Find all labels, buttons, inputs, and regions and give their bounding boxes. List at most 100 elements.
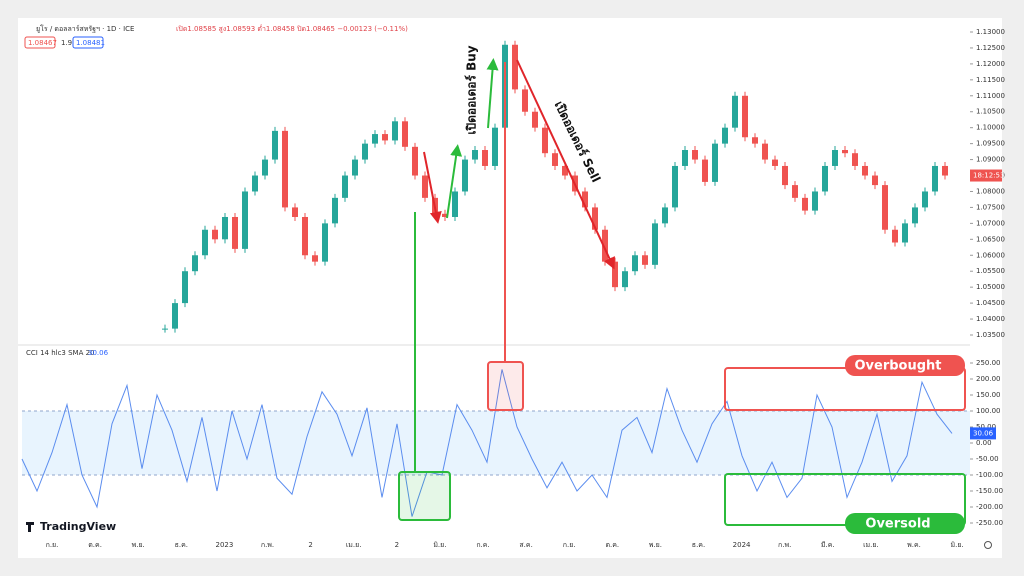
overbought-pill	[845, 355, 965, 376]
logo: TradingView	[40, 520, 116, 533]
x-tick-label: พ.ย.	[649, 541, 662, 549]
candle	[512, 44, 518, 90]
candle	[642, 255, 648, 265]
candle	[492, 127, 498, 166]
candle	[822, 165, 828, 192]
sell-price: 1.08467	[28, 39, 57, 47]
candle	[932, 165, 938, 192]
candle	[692, 150, 698, 160]
arrow	[486, 58, 499, 129]
settings-icon[interactable]	[984, 541, 992, 549]
candle	[922, 191, 928, 208]
chart-panel	[18, 18, 1002, 558]
y-tick-label: 1.03500	[976, 331, 1005, 339]
y-tick-label: 50.00	[976, 423, 996, 431]
sell-box[interactable]	[24, 36, 56, 49]
candle	[532, 111, 538, 128]
x-tick-label: 2023	[215, 541, 233, 549]
candle	[602, 229, 608, 262]
arrow	[446, 144, 463, 219]
x-tick-label: 2	[308, 541, 312, 549]
y-tick-label: -150.00	[976, 487, 1003, 495]
candle	[172, 303, 178, 329]
candle	[592, 207, 598, 230]
y-tick-label: -50.00	[976, 455, 999, 463]
candle	[672, 165, 678, 208]
candle	[722, 127, 728, 144]
candle	[162, 328, 168, 330]
candle	[852, 153, 858, 166]
candle	[382, 134, 388, 141]
overbought-mark	[487, 361, 524, 411]
candle	[272, 130, 278, 160]
x-tick-label: 2	[395, 541, 399, 549]
candle	[232, 216, 238, 249]
candle	[312, 255, 318, 262]
candle	[542, 127, 548, 154]
oversold-mark	[398, 471, 451, 521]
y-tick-label: 1.04000	[976, 315, 1005, 323]
indicator-value: 30.06	[88, 349, 109, 357]
ohlc: เปิด1.08585 สูง1.08593 ต่ำ1.08458 ปิด1.0…	[176, 24, 408, 33]
candle	[882, 185, 888, 230]
candle	[712, 143, 718, 182]
countdown: 18:12:53	[973, 172, 1004, 180]
y-tick-label: 1.05000	[976, 283, 1005, 291]
y-tick-label: -200.00	[976, 503, 1003, 511]
candle	[782, 165, 788, 186]
cci-line	[21, 369, 953, 517]
x-tick-label: ธ.ค.	[175, 541, 188, 549]
candle	[732, 95, 738, 128]
logo-icon	[26, 522, 34, 532]
candle	[872, 175, 878, 186]
candle	[652, 223, 658, 265]
buy-price: 1.08481	[76, 39, 105, 47]
y-tick-label: 200.00	[976, 375, 1001, 383]
y-tick-label: 1.04500	[976, 299, 1005, 307]
cci-band	[22, 411, 970, 475]
y-tick-label: 1.11500	[976, 76, 1005, 84]
y-tick-label: 1.08000	[976, 187, 1005, 195]
candle	[842, 150, 848, 154]
x-tick-label: มิ.ย.	[951, 541, 964, 549]
overbought-zone	[724, 367, 966, 411]
y-tick-label: 1.05500	[976, 267, 1005, 275]
price-badge	[970, 169, 1002, 182]
candle	[262, 159, 268, 176]
candle	[212, 229, 218, 240]
candle	[302, 216, 308, 256]
candle	[792, 185, 798, 198]
candle	[942, 165, 948, 176]
candle	[912, 207, 918, 224]
candle	[662, 207, 668, 224]
candle	[352, 159, 358, 176]
y-tick-label: 1.10000	[976, 124, 1005, 132]
x-tick-label: ก.พ.	[778, 541, 791, 549]
indicator-title: CCI 14 hlc3 SMA 20	[26, 349, 95, 357]
candle	[702, 159, 708, 182]
candle	[252, 175, 258, 192]
y-tick-label: 1.07500	[976, 203, 1005, 211]
candle	[182, 271, 188, 304]
candle	[412, 146, 418, 176]
y-tick-label: 1.12500	[976, 44, 1005, 52]
candle	[282, 130, 288, 208]
candle	[762, 143, 768, 160]
cci-badge	[970, 427, 996, 440]
y-tick-label: -100.00	[976, 471, 1003, 479]
symbol: ยูโร / ดอลลาร์สหรัฐฯ · 1D · ICE	[36, 24, 134, 33]
y-tick-label: 1.06000	[976, 251, 1005, 259]
x-tick-label: ส.ค.	[519, 541, 532, 549]
candle	[342, 175, 348, 198]
y-tick-label: 0.00	[976, 439, 992, 447]
candle	[452, 191, 458, 217]
candle	[632, 255, 638, 272]
candle	[862, 165, 868, 176]
candle	[522, 89, 528, 112]
candle	[422, 175, 428, 198]
buy-annotation: เปิดออเดอร์ Buy	[465, 45, 479, 134]
candle	[772, 159, 778, 166]
candle	[192, 255, 198, 272]
buy-box[interactable]	[72, 36, 104, 49]
